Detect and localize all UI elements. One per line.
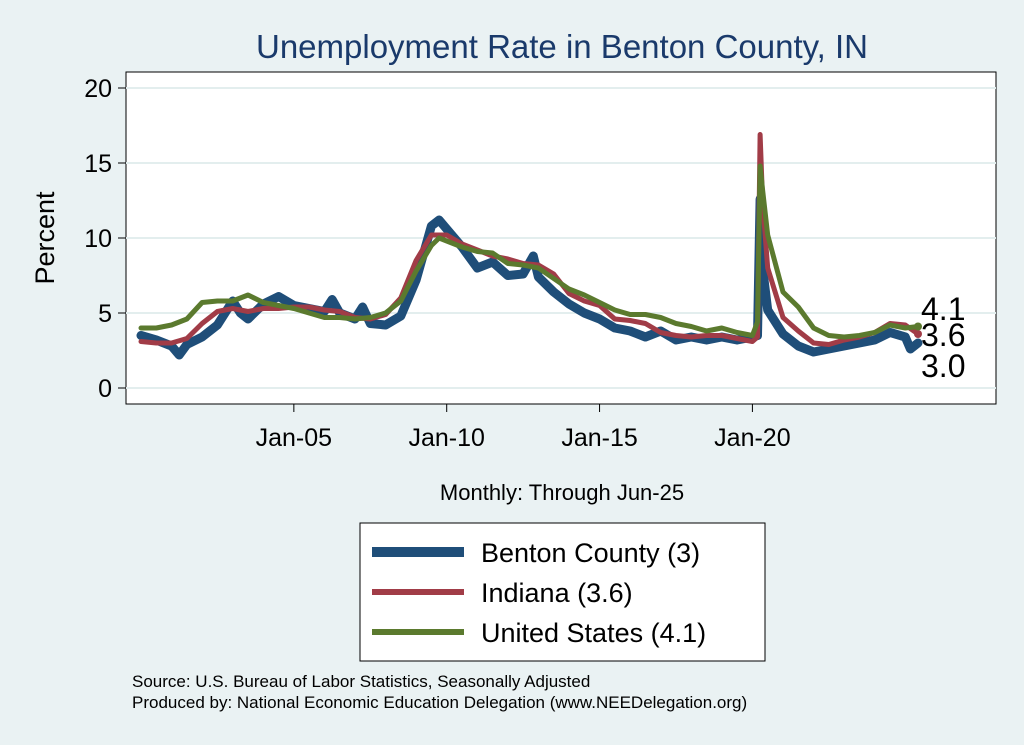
end-label-us: 4.1: [921, 291, 965, 327]
end-label-indiana: 3.6: [921, 317, 965, 353]
end-labels: 3.03.64.1: [914, 291, 965, 384]
source-note: Source: U.S. Bureau of Labor Statistics,…: [132, 671, 747, 713]
y-tick-label: 5: [98, 300, 112, 328]
x-axis-label: Monthly: Through Jun-25: [440, 480, 684, 505]
y-axis-label: Percent: [30, 191, 60, 285]
y-tick-label: 20: [84, 75, 112, 103]
end-point-benton: [914, 339, 922, 347]
y-tick-label: 10: [84, 225, 112, 253]
series-lines: [136, 132, 923, 360]
legend: Benton County (3) Indiana (3.6) United Sta…: [359, 522, 766, 662]
y-axis: 0 5 10 15 20: [84, 75, 126, 403]
end-point-us: [914, 322, 922, 331]
producer-line: Produced by: National Economic Education…: [132, 693, 748, 712]
end-point-indiana: [914, 330, 922, 338]
series-line-indiana: [138, 132, 921, 347]
x-tick-label: Jan-10: [408, 424, 484, 452]
y-tick-label: 0: [98, 375, 112, 403]
series-line-us: [138, 163, 921, 340]
end-label-benton: 3.0: [921, 348, 965, 384]
x-tick-label: Jan-20: [714, 424, 790, 452]
x-tick-label: Jan-15: [561, 424, 637, 452]
chart-title: Unemployment Rate in Benton County, IN: [256, 28, 868, 65]
legend-label-us: United States (4.1): [481, 618, 706, 648]
source-line: Source: U.S. Bureau of Labor Statistics,…: [132, 672, 591, 691]
legend-label-indiana: Indiana (3.6): [481, 578, 633, 608]
x-tick-label: Jan-05: [256, 424, 332, 452]
legend-label-benton: Benton County (3): [481, 538, 700, 568]
gridlines: [126, 87, 996, 389]
x-axis: Jan-05 Jan-10 Jan-15 Jan-20: [256, 404, 791, 452]
y-tick-label: 15: [84, 150, 112, 178]
